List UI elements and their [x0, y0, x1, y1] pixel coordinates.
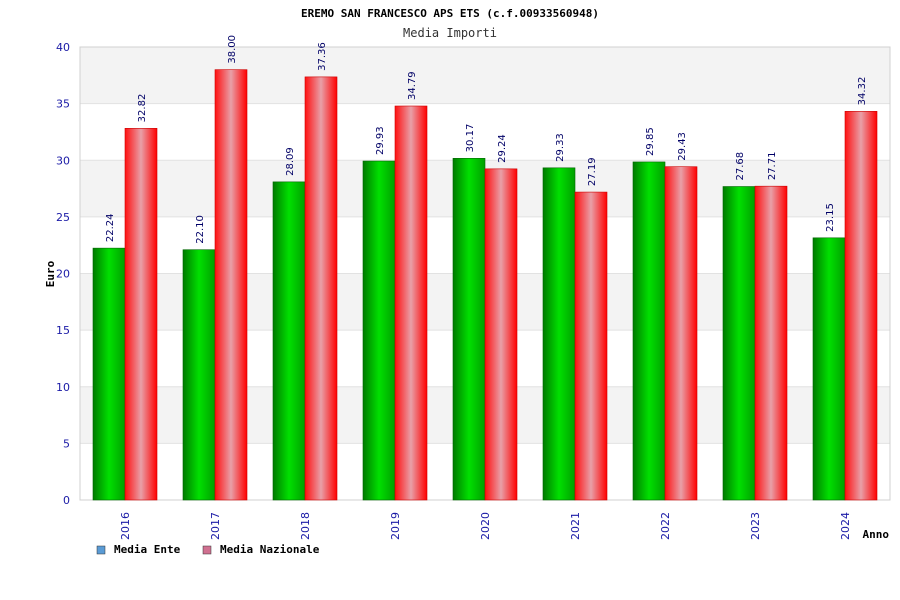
bar-media-ente — [812, 237, 846, 501]
value-labels: 22.24 32.82 22.10 38.00 28.09 37.36 29.93 34.79… — [105, 35, 868, 244]
y-axis-ticks: 0 5 10 15 20 25 30 35 40 — [56, 41, 70, 507]
value-label-media-nazionale: 29.43 — [677, 132, 688, 161]
x-tick-label: 2016 — [119, 512, 132, 540]
plot-band — [80, 47, 890, 104]
value-label-media-nazionale: 29.24 — [497, 134, 508, 163]
value-label-media-ente: 29.85 — [645, 127, 656, 156]
x-tick-label: 2018 — [299, 512, 312, 540]
x-tick-label: 2019 — [389, 512, 402, 540]
y-tick-label: 15 — [56, 324, 70, 337]
value-label-media-nazionale: 27.19 — [587, 157, 598, 186]
chart-subtitle: Media Importi — [403, 26, 497, 40]
y-axis-label: Euro — [44, 260, 57, 287]
bar-media-nazionale — [574, 191, 608, 501]
value-label-media-nazionale: 38.00 — [227, 35, 238, 64]
value-label-media-nazionale: 37.36 — [317, 42, 328, 71]
value-label-media-nazionale: 32.82 — [137, 94, 148, 123]
value-label-media-ente: 30.17 — [465, 124, 476, 153]
y-tick-label: 5 — [63, 437, 70, 450]
y-tick-label: 40 — [56, 41, 70, 54]
value-label-media-nazionale: 34.79 — [407, 71, 418, 100]
value-label-media-ente: 23.15 — [825, 203, 836, 232]
x-tick-label: 2023 — [749, 512, 762, 540]
value-label-media-ente: 29.33 — [555, 133, 566, 162]
legend-swatch-media-nazionale — [202, 545, 212, 555]
bars — [92, 69, 878, 501]
legend-label-media-ente: Media Ente — [114, 543, 181, 556]
bar-media-nazionale — [124, 128, 158, 501]
y-tick-label: 35 — [56, 98, 70, 111]
bar-media-nazionale — [844, 111, 878, 501]
bar-media-ente — [182, 249, 216, 501]
bar-media-nazionale — [754, 185, 788, 501]
chart-title: EREMO SAN FRANCESCO APS ETS (c.f.0093356… — [301, 7, 599, 20]
value-label-media-ente: 22.10 — [195, 215, 206, 244]
x-tick-label: 2020 — [479, 512, 492, 540]
bar-media-nazionale — [394, 105, 428, 501]
x-tick-label: 2021 — [569, 512, 582, 540]
value-label-media-nazionale: 34.32 — [857, 77, 868, 106]
y-tick-label: 30 — [56, 154, 70, 167]
legend-label-media-nazionale: Media Nazionale — [220, 543, 320, 556]
value-label-media-ente: 28.09 — [285, 147, 296, 176]
value-label-media-nazionale: 27.71 — [767, 152, 778, 181]
bar-media-nazionale — [484, 168, 518, 501]
bar-media-ente — [722, 186, 756, 501]
y-tick-label: 20 — [56, 268, 70, 281]
bar-media-ente — [362, 160, 396, 501]
bar-media-ente — [452, 158, 486, 501]
bar-media-ente — [632, 161, 666, 501]
bar-media-nazionale — [664, 166, 698, 501]
x-axis-ticks: 2016 2017 2018 2019 2020 2021 2022 2023 2024 — [119, 512, 852, 540]
bar-media-ente — [542, 167, 576, 501]
y-tick-label: 0 — [63, 494, 70, 507]
legend-swatch-media-ente — [96, 545, 106, 555]
x-tick-label: 2022 — [659, 512, 672, 540]
bar-media-ente — [272, 181, 306, 501]
x-tick-label: 2017 — [209, 512, 222, 540]
legend: Media Ente Media Nazionale — [96, 543, 320, 556]
y-tick-label: 10 — [56, 381, 70, 394]
bar-media-nazionale — [304, 76, 338, 501]
bar-media-nazionale — [214, 69, 248, 501]
x-axis-label: Anno — [863, 528, 890, 541]
x-tick-label: 2024 — [839, 512, 852, 540]
value-label-media-ente: 27.68 — [735, 152, 746, 181]
value-label-media-ente: 29.93 — [375, 126, 386, 155]
bar-media-ente — [92, 247, 126, 501]
value-label-media-ente: 22.24 — [105, 213, 116, 242]
y-tick-label: 25 — [56, 211, 70, 224]
